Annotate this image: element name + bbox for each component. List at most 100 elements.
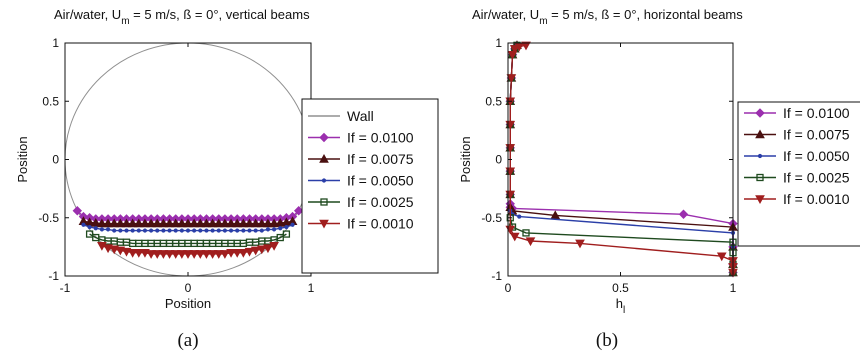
a-series-2-point-16 [179, 228, 184, 233]
b-title: Air/water, Um = 5 m/s, ß = 0°, horizonta… [472, 7, 743, 27]
a-series-1-point-3 [97, 218, 107, 228]
a-series-4-point-0 [97, 242, 107, 251]
a-series-1-point-30 [263, 218, 273, 228]
a-series-2-point-17 [185, 228, 191, 233]
b-xtick-label-2: 1 [730, 281, 737, 295]
caption-a: (a) [177, 330, 198, 351]
b-ytick-label-4: -1 [491, 269, 502, 283]
a-ytick-label-3: -0.5 [38, 211, 59, 225]
a-series-1-point-17 [183, 218, 193, 228]
a-series-3-point-32 [282, 230, 291, 238]
a-series-2-point-15 [173, 228, 178, 233]
b-series-0-point-12 [678, 209, 689, 219]
a-series-0-point-36 [293, 206, 304, 216]
b-ylabel: Position [458, 136, 473, 182]
b-legend-series-0-label: If = 0.0100 [783, 105, 850, 121]
a-series-4-point-10 [158, 250, 169, 259]
b-xlabel-sub: l [623, 305, 625, 316]
a-series-2-point-22 [216, 228, 221, 233]
a-title: Air/water, Um = 5 m/s, ß = 0°, vertical … [54, 7, 310, 27]
a-xtick-label-0: -1 [60, 281, 71, 295]
caption-b: (b) [596, 330, 618, 351]
a-series-1-point-15 [170, 218, 181, 228]
a-series-3-line [89, 233, 287, 245]
a-legend-series-2-marker [321, 178, 327, 183]
b-ytick-label-2: 0 [495, 153, 502, 167]
a-series-2-point-2 [93, 226, 98, 231]
a-series-4-point-27 [263, 244, 273, 254]
a-legend-series-0-label: If = 0.0100 [347, 130, 414, 146]
a-series-2-point-13 [161, 228, 166, 233]
a-series-1-point-8 [127, 218, 138, 228]
a-ytick-label-1: 0.5 [42, 94, 59, 108]
a-legend-series-0-marker [319, 132, 329, 143]
a-series-4-point-8 [146, 250, 156, 259]
b-legend-series-3-marker [756, 173, 764, 182]
b-series-4-point-11 [509, 232, 520, 242]
b-series-4-point-13 [575, 239, 585, 249]
a-series-4-point-22 [232, 249, 243, 258]
a-series-1-point-6 [115, 218, 126, 228]
a-series-2-point-1 [87, 224, 92, 230]
a-ytick-label-0: 1 [52, 36, 59, 50]
a-series-4-point-23 [238, 249, 249, 258]
b-legend-series-2-marker [757, 153, 763, 159]
a-series-2-point-20 [204, 228, 209, 233]
b-series-1-point-11 [550, 210, 561, 220]
a-series-1-point-31 [269, 218, 279, 228]
b-title-sub: m [539, 16, 547, 27]
a-series-1-point-24 [226, 218, 236, 228]
a-series-2-point-24 [228, 228, 234, 233]
a-legend-series-2-label: If = 0.0050 [347, 173, 414, 189]
a-series-1-point-20 [201, 218, 212, 228]
a-xtick-label-1: 0 [185, 281, 192, 295]
a-series-2-point-18 [192, 228, 197, 233]
a-series-1-point-13 [158, 218, 169, 228]
a-series-1-point-26 [238, 218, 249, 228]
b-title-main: Air/water, U [472, 7, 539, 22]
a-series-4-point-18 [207, 250, 218, 259]
a-legend-series-1-marker [319, 153, 329, 163]
a-series-1-point-27 [244, 218, 255, 228]
a-series-4-point-13 [177, 250, 187, 259]
a-series-4-point-15 [189, 250, 199, 259]
a-series-2-point-0 [81, 222, 86, 227]
a-series-4-point-6 [133, 249, 144, 258]
a-series-2-point-31 [272, 227, 277, 232]
panel-b: Air/water, Um = 5 m/s, ß = 0°, horizonta… [458, 7, 860, 316]
b-legend-series-0-marker [755, 108, 765, 118]
b-legend-series-3-label: If = 0.0025 [783, 170, 850, 186]
a-series-1-point-7 [121, 218, 132, 228]
a-title-sub: m [121, 16, 129, 27]
a-series-4-point-14 [183, 250, 193, 259]
b-xtick-label-0: 0 [505, 281, 512, 295]
a-legend-series-4-label: If = 0.0010 [347, 216, 414, 232]
b-legend-series-4-label: If = 0.0010 [783, 191, 850, 207]
a-legend-series-4-marker [319, 219, 329, 229]
a-series-4-point-16 [195, 250, 206, 259]
a-series-2-point-21 [210, 228, 215, 233]
a-legend-series-3-label: If = 0.0025 [347, 194, 414, 210]
a-series-1-point-4 [103, 218, 113, 228]
a-series-2-point-4 [105, 227, 111, 232]
a-series-1-point-29 [256, 218, 267, 228]
a-series-0-point-0 [72, 206, 83, 216]
a-series-4-point-28 [269, 242, 279, 251]
b-series-3-point-11 [522, 229, 530, 237]
a-series-2-point-9 [136, 228, 141, 233]
a-series-1-point-10 [140, 218, 150, 228]
b-legend-series-4-marker [755, 195, 765, 205]
b-ytick-label-0: 1 [495, 36, 502, 50]
a-legend-wall-label: Wall [347, 108, 374, 124]
a-series-1-point-21 [207, 218, 218, 228]
a-series-1-point-11 [146, 218, 156, 228]
a-xlabel: Position [165, 296, 211, 311]
a-series-2-point-27 [247, 228, 252, 233]
a-series-2-point-10 [142, 228, 148, 233]
a-series-2-point-26 [241, 228, 246, 233]
a-ytick-label-2: 0 [52, 153, 59, 167]
a-series-4-point-9 [152, 250, 163, 259]
a-series-2-point-30 [265, 227, 271, 232]
a-series-1-point-16 [177, 218, 187, 228]
a-ylabel: Position [15, 136, 30, 182]
